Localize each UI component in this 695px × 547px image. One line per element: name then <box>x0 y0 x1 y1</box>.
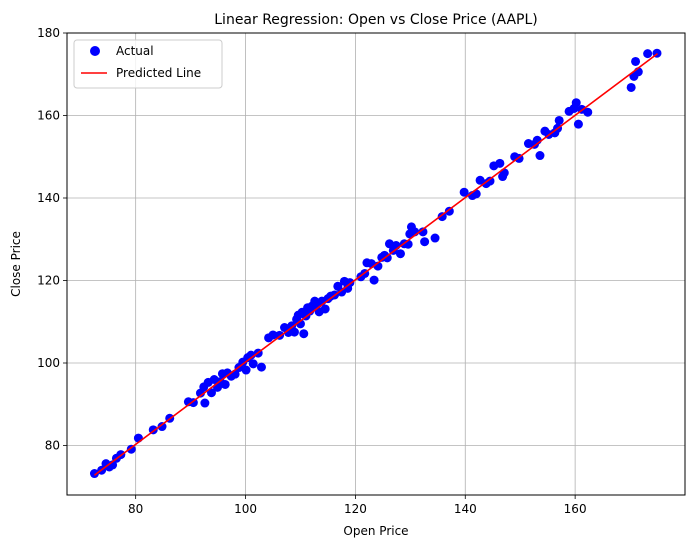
actual-point <box>418 227 428 237</box>
predicted-line <box>93 52 659 476</box>
legend-box <box>73 39 223 89</box>
x-tick-label: 140 <box>454 502 477 516</box>
x-axis-ticks: 80 100 120 140 160 <box>128 495 587 516</box>
actual-point <box>459 187 469 197</box>
actual-point <box>299 329 309 339</box>
actual-point <box>241 365 251 375</box>
actual-point <box>126 444 136 454</box>
y-tick-label: 80 <box>45 439 60 453</box>
legend: Actual Predicted Line <box>73 39 223 89</box>
actual-point <box>437 212 447 222</box>
x-tick-label: 80 <box>128 502 143 516</box>
y-tick-label: 180 <box>37 26 60 40</box>
predicted-line-layer <box>93 52 659 476</box>
plot-frame <box>66 32 686 496</box>
y-axis-label: Close Price <box>9 231 23 297</box>
actual-point <box>631 56 641 66</box>
actual-point <box>256 362 266 372</box>
actual-point <box>246 350 256 360</box>
actual-point <box>220 379 230 389</box>
legend-actual-label: Actual <box>116 44 154 58</box>
actual-point <box>571 98 581 108</box>
y-tick-label: 140 <box>37 191 60 205</box>
actual-point <box>485 176 495 186</box>
legend-predicted-label: Predicted Line <box>116 66 201 80</box>
actual-point <box>320 304 330 314</box>
actual-point <box>133 433 143 443</box>
actual-point <box>444 206 454 216</box>
actual-point <box>583 107 593 117</box>
actual-point <box>643 49 653 59</box>
actual-point <box>495 158 505 168</box>
actual-point <box>382 253 392 263</box>
actual-point <box>206 388 216 398</box>
actual-point <box>535 151 545 161</box>
actual-point <box>499 168 509 178</box>
y-tick-label: 160 <box>37 109 60 123</box>
x-tick-label: 100 <box>234 502 257 516</box>
actual-point <box>626 82 636 92</box>
actual-point <box>369 275 379 285</box>
actual-point <box>157 422 167 432</box>
actual-point <box>573 119 583 129</box>
y-tick-label: 100 <box>37 356 60 370</box>
actual-point <box>248 359 258 369</box>
actual-point <box>295 319 305 329</box>
actual-point <box>89 469 99 479</box>
actual-point <box>430 233 440 243</box>
y-axis-ticks: 80 100 120 140 160 180 <box>37 26 67 453</box>
actual-point <box>200 398 210 408</box>
legend-actual-marker <box>90 46 100 56</box>
x-tick-label: 160 <box>564 502 587 516</box>
x-axis-label: Open Price <box>343 524 408 538</box>
x-tick-label: 120 <box>344 502 367 516</box>
actual-point <box>420 237 430 247</box>
actual-point <box>554 115 564 125</box>
actual-point <box>395 249 405 259</box>
actual-point <box>268 330 278 340</box>
y-tick-label: 120 <box>37 274 60 288</box>
chart-title: Linear Regression: Open vs Close Price (… <box>214 12 537 28</box>
actual-point <box>289 327 299 337</box>
